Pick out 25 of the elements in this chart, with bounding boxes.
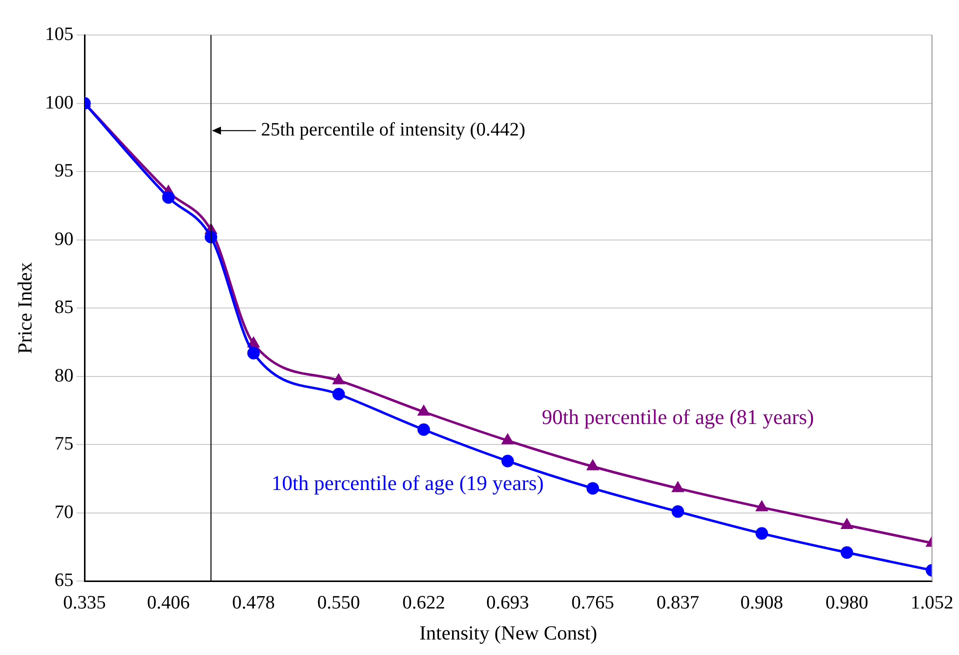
y-tick-label: 70	[54, 502, 74, 523]
x-tick-label: 0.837	[656, 592, 700, 614]
x-axis-title: Intensity (New Const)	[419, 622, 598, 644]
x-tick-label: 0.622	[402, 592, 446, 614]
y-tick-label: 65	[54, 570, 74, 592]
x-tick-label: 1.052	[910, 592, 954, 614]
x-tick-label: 0.478	[232, 592, 275, 614]
series-label: 10th percentile of age (19 years)	[271, 471, 544, 496]
x-tick-label: 0.980	[826, 592, 868, 614]
y-tick-label: 95	[54, 160, 74, 182]
y-axis-title: Price Index	[14, 262, 36, 354]
x-tick-label: 0.908	[740, 592, 784, 614]
y-tick-label: 80	[54, 365, 74, 386]
y-tick-label: 90	[54, 228, 74, 250]
x-tick-label: 0.406	[147, 592, 190, 614]
x-tick-label: 0.550	[317, 592, 360, 614]
x-tick-label: 0.693	[486, 592, 530, 614]
series-label: 90th percentile of age (81 years)	[542, 404, 814, 429]
y-tick-label: 85	[54, 297, 74, 318]
y-tick-label: 75	[54, 434, 74, 455]
annotation: 25th percentile of intensity (0.442)	[260, 120, 526, 141]
y-tick-label: 100	[45, 92, 74, 114]
x-tick-label: 0.335	[63, 592, 106, 614]
y-tick-label: 105	[45, 24, 74, 45]
x-tick-label: 0.765	[571, 592, 614, 614]
